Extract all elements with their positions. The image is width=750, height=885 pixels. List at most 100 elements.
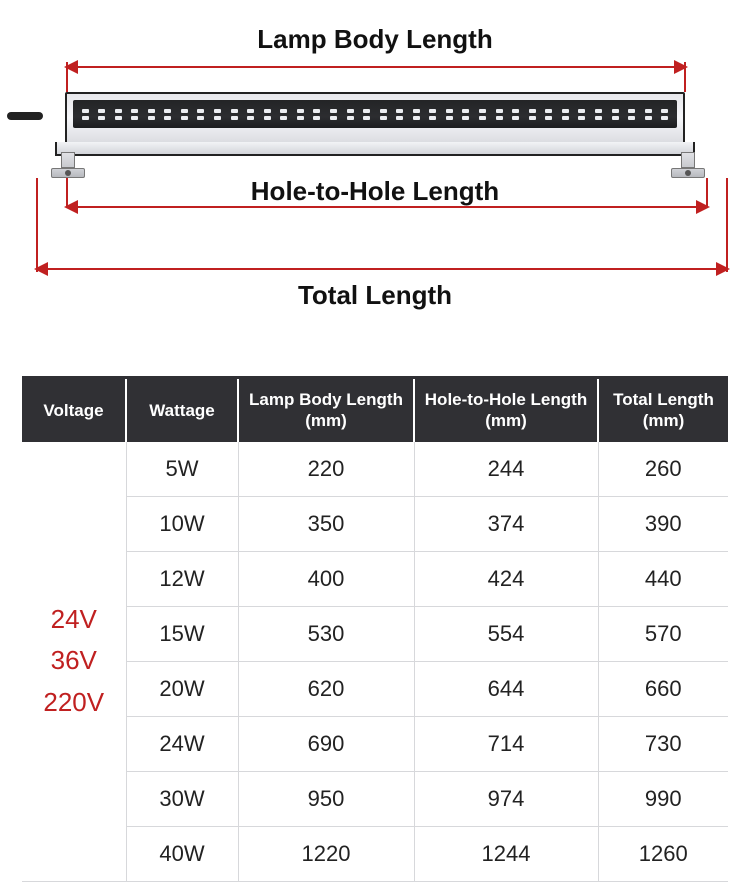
led-column [628, 109, 636, 120]
table-cell: 1244 [414, 826, 598, 881]
table-cell: 1260 [598, 826, 728, 881]
led-column [280, 109, 288, 120]
lamp-body [65, 92, 685, 144]
table-cell: 390 [598, 496, 728, 551]
led-column [197, 109, 205, 120]
lamp-led-strip [73, 100, 677, 128]
table-cell: 424 [414, 551, 598, 606]
table-header: VoltageWattageLamp Body Length(mm)Hole-t… [22, 379, 728, 442]
led-column [363, 109, 371, 120]
table-cell: 10W [126, 496, 238, 551]
label-hole-to-hole-length: Hole-to-Hole Length [0, 176, 750, 207]
led-column [230, 109, 238, 120]
led-column [644, 109, 652, 120]
dimension-diagram: Lamp Body Length Hole-to-Hole Length Tot… [0, 0, 750, 320]
table-cell: 730 [598, 716, 728, 771]
table-row: 30W950974990 [22, 771, 728, 826]
led-column [528, 109, 536, 120]
table-row: 15W530554570 [22, 606, 728, 661]
table-cell: 400 [238, 551, 414, 606]
table-row: 40W122012441260 [22, 826, 728, 881]
led-column [147, 109, 155, 120]
led-column [594, 109, 602, 120]
table-header-cell: Voltage [22, 379, 126, 442]
table-header-cell: Wattage [126, 379, 238, 442]
table-cell: 5W [126, 442, 238, 497]
table-cell: 530 [238, 606, 414, 661]
dim-line-total [36, 268, 728, 270]
led-column [396, 109, 404, 120]
mount-bracket-left [51, 152, 85, 178]
led-column [98, 109, 106, 120]
led-column [661, 109, 669, 120]
table-cell: 12W [126, 551, 238, 606]
led-column [180, 109, 188, 120]
led-column [296, 109, 304, 120]
table-cell: 570 [598, 606, 728, 661]
table-cell: 30W [126, 771, 238, 826]
table-cell: 1220 [238, 826, 414, 881]
table-row: 24V36V220V5W220244260 [22, 442, 728, 497]
led-column [379, 109, 387, 120]
led-column [445, 109, 453, 120]
led-column [611, 109, 619, 120]
led-column [545, 109, 553, 120]
spec-table-wrap: VoltageWattageLamp Body Length(mm)Hole-t… [22, 376, 728, 882]
table-cell: 24W [126, 716, 238, 771]
mount-bracket-right [671, 152, 705, 178]
led-column [512, 109, 520, 120]
table-cell: 990 [598, 771, 728, 826]
table-row: 20W620644660 [22, 661, 728, 716]
table-cell: 974 [414, 771, 598, 826]
led-column [247, 109, 255, 120]
table-cell: 220 [238, 442, 414, 497]
led-column [412, 109, 420, 120]
table-cell: 644 [414, 661, 598, 716]
table-cell: 40W [126, 826, 238, 881]
led-column [495, 109, 503, 120]
led-column [561, 109, 569, 120]
led-column [131, 109, 139, 120]
led-column [263, 109, 271, 120]
led-column [329, 109, 337, 120]
led-column [81, 109, 89, 120]
table-cell: 374 [414, 496, 598, 551]
table-header-cell: Lamp Body Length(mm) [238, 379, 414, 442]
table-cell: 15W [126, 606, 238, 661]
table-row: 24W690714730 [22, 716, 728, 771]
table-row: 10W350374390 [22, 496, 728, 551]
ext-line [726, 178, 728, 272]
table-cell: 660 [598, 661, 728, 716]
led-column [114, 109, 122, 120]
table-header-cell: Total Length(mm) [598, 379, 728, 442]
led-column [462, 109, 470, 120]
table-cell: 20W [126, 661, 238, 716]
table-cell: 714 [414, 716, 598, 771]
dim-line-lamp-body [66, 66, 686, 68]
led-column [346, 109, 354, 120]
table-body: 24V36V220V5W22024426010W35037439012W4004… [22, 442, 728, 882]
led-column [429, 109, 437, 120]
led-column [479, 109, 487, 120]
led-column [578, 109, 586, 120]
table-cell: 620 [238, 661, 414, 716]
voltage-cell: 24V36V220V [22, 442, 126, 882]
label-lamp-body-length: Lamp Body Length [0, 24, 750, 55]
label-total-length: Total Length [0, 280, 750, 311]
ext-line [36, 178, 38, 272]
table-cell: 350 [238, 496, 414, 551]
lamp-illustration [35, 92, 715, 178]
table-row: 12W400424440 [22, 551, 728, 606]
lamp-rail [55, 142, 695, 156]
spec-table: VoltageWattageLamp Body Length(mm)Hole-t… [22, 379, 728, 882]
table-cell: 554 [414, 606, 598, 661]
table-cell: 244 [414, 442, 598, 497]
led-column [214, 109, 222, 120]
led-column [313, 109, 321, 120]
table-header-cell: Hole-to-Hole Length(mm) [414, 379, 598, 442]
table-cell: 440 [598, 551, 728, 606]
led-column [164, 109, 172, 120]
table-cell: 260 [598, 442, 728, 497]
lamp-cable [7, 112, 43, 120]
table-cell: 690 [238, 716, 414, 771]
